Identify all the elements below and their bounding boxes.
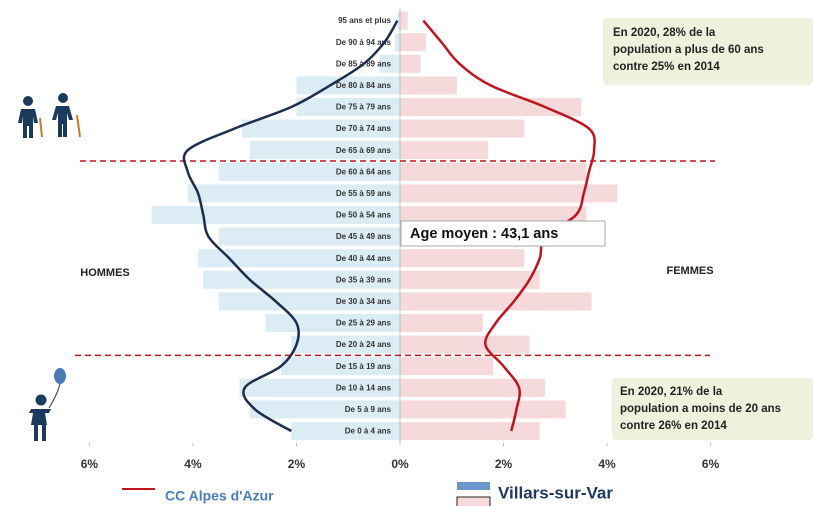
category-label: De 0 à 4 ans: [345, 427, 392, 436]
category-label: De 50 à 54 ans: [336, 211, 392, 220]
bar: [379, 54, 400, 73]
bar: [187, 184, 400, 203]
bar: [397, 11, 400, 30]
bar: [400, 249, 525, 268]
bar: [400, 378, 545, 397]
side-label: FEMMES: [666, 265, 713, 277]
category-label: De 40 à 44 ans: [336, 254, 392, 263]
bar: [400, 54, 421, 73]
note-text: contre 25% en 2014: [613, 61, 720, 73]
category-label: 95 ans et plus: [338, 16, 391, 25]
category-label: De 45 à 49 ans: [336, 232, 392, 241]
bar: [394, 33, 400, 52]
bar: [400, 98, 582, 116]
bar: [400, 119, 525, 138]
category-label: De 25 à 29 ans: [336, 319, 392, 328]
x-tick-label: 2%: [495, 457, 513, 471]
bar: [218, 292, 400, 311]
child-icon: [29, 368, 66, 441]
bar: [400, 206, 587, 224]
bar: [198, 249, 400, 268]
bar: [291, 422, 400, 440]
bar: [400, 335, 530, 354]
bar: [151, 206, 400, 224]
x-tick-label: 0%: [391, 457, 409, 471]
bar: [291, 335, 400, 354]
bar: [242, 119, 400, 138]
category-label: De 75 à 79 ans: [336, 103, 392, 112]
bar: [400, 270, 540, 289]
category-label: De 35 à 39 ans: [336, 275, 392, 284]
legend-label: Villars-sur-Var: [498, 483, 613, 502]
bar: [400, 141, 488, 160]
age-moyen: Age moyen : 43,1 ans: [410, 226, 558, 242]
category-label: De 70 à 74 ans: [336, 124, 392, 133]
age-box: [400, 220, 606, 247]
bar: [218, 227, 400, 246]
note-box: [603, 18, 813, 85]
category-label: De 10 à 14 ans: [336, 383, 392, 392]
bar: [249, 400, 400, 419]
bar: [400, 357, 494, 376]
note-box: [612, 378, 813, 440]
bar: [400, 400, 566, 419]
bar: [249, 141, 400, 160]
category-label: De 30 à 34 ans: [336, 297, 392, 306]
bar: [400, 314, 483, 332]
bar: [400, 292, 592, 311]
legend-swatch: [456, 496, 491, 506]
bar: [218, 162, 400, 181]
bar: [400, 76, 457, 95]
note-text: En 2020, 21% de la: [620, 386, 723, 398]
note-text: En 2020, 28% de la: [613, 27, 716, 39]
line: [182, 19, 399, 433]
senior-icon: [18, 93, 81, 138]
x-tick-label: 2%: [288, 457, 306, 471]
category-label: De 20 à 24 ans: [336, 340, 392, 349]
bar: [203, 270, 400, 289]
bar: [400, 33, 426, 52]
category-label: De 65 à 69 ans: [336, 146, 392, 155]
legend-swatch: [457, 482, 490, 490]
category-label: De 60 à 64 ans: [336, 167, 392, 176]
category-label: De 15 à 19 ans: [336, 362, 392, 371]
bar: [239, 378, 400, 397]
bar: [400, 184, 618, 203]
x-tick-label: 6%: [81, 457, 99, 471]
category-label: De 55 à 59 ans: [336, 189, 392, 198]
note-text: population a plus de 60 ans: [613, 44, 764, 56]
bar: [400, 11, 408, 30]
bar: [280, 357, 400, 376]
category-label: De 5 à 9 ans: [345, 405, 392, 414]
note-text: population a moins de 20 ans: [620, 403, 781, 415]
side-label: HOMMES: [80, 267, 130, 279]
bar: [296, 98, 400, 116]
note-text: contre 26% en 2014: [620, 420, 727, 432]
category-label: De 90 à 94 ans: [336, 38, 392, 47]
x-tick-label: 4%: [184, 457, 202, 471]
bar: [400, 422, 540, 440]
legend-label: CC Alpes d'Azur: [165, 488, 274, 504]
x-tick-label: 6%: [702, 457, 720, 471]
category-label: De 80 à 84 ans: [336, 81, 392, 90]
bar: [400, 162, 587, 181]
x-tick-label: 4%: [598, 457, 616, 471]
